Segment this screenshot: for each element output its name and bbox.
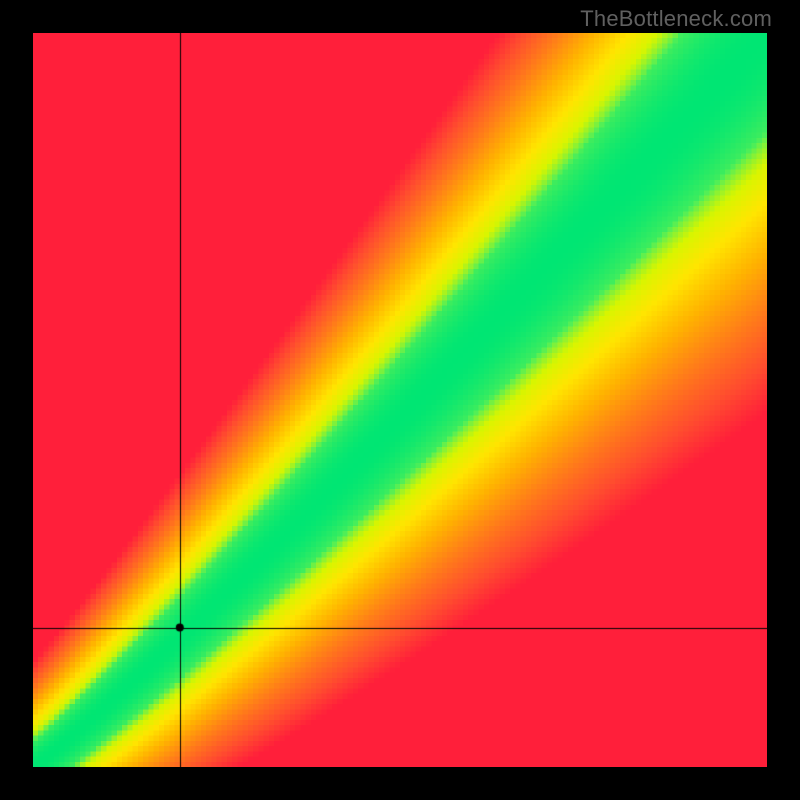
watermark-text: TheBottleneck.com	[580, 6, 772, 32]
chart-container: TheBottleneck.com	[0, 0, 800, 800]
bottleneck-heatmap	[33, 33, 767, 767]
